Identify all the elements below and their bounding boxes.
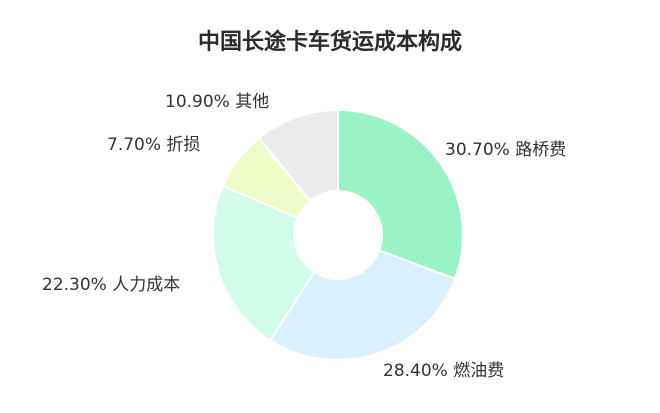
slice-label-4: 10.90% 其他 (165, 92, 269, 112)
pie-slice-1 (268, 249, 457, 361)
pie-slice-2 (212, 184, 316, 342)
pie-slice-0 (337, 108, 464, 281)
chart-title: 中国长途卡车货运成本构成 (197, 30, 462, 55)
pie-slice-4 (257, 108, 339, 203)
slice-label-2: 22.30% 人力成本 (42, 275, 180, 295)
slice-label-3: 7.70% 折损 (107, 135, 200, 155)
slice-label-0: 30.70% 路桥费 (445, 140, 566, 160)
slice-label-1: 28.40% 燃油费 (383, 361, 504, 381)
